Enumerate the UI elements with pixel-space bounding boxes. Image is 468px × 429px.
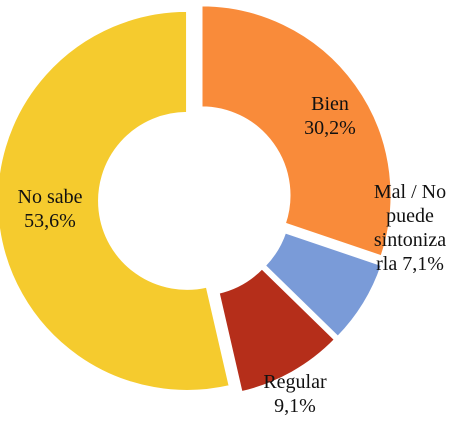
slice-label: Bien <box>311 93 349 115</box>
slice-label-line: No sabe <box>18 186 83 208</box>
slice-label-line: Mal / No <box>374 181 446 203</box>
slice-label-line: Regular <box>263 371 327 393</box>
slice-value-label: 30,2% <box>304 117 356 139</box>
donut-slice <box>263 231 384 339</box>
slice-label-line: Bien <box>311 93 349 115</box>
slice-label: Regular <box>263 371 327 393</box>
donut-slice <box>0 9 231 392</box>
slice-label-line: sintoniza <box>374 229 446 251</box>
slice-label: No sabe <box>18 186 83 208</box>
slice-label-line: puede <box>386 205 434 227</box>
donut-slice <box>200 4 393 258</box>
slice-label-line: rla <box>376 253 397 275</box>
slice-value-label: 9,1% <box>274 395 316 417</box>
slice-label: Mal / No puede sintoniza rla <box>374 181 446 275</box>
donut-slice <box>217 266 337 394</box>
slice-value-label: 7,1% <box>402 253 444 275</box>
slice-value-label: 53,6% <box>24 210 76 232</box>
